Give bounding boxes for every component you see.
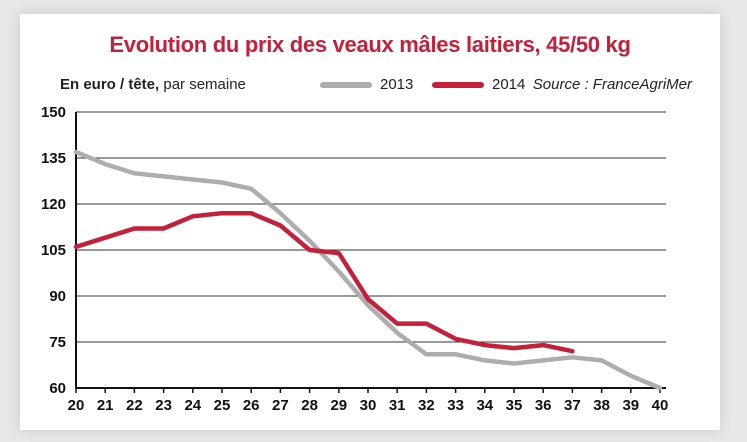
y-tick-label: 105	[41, 242, 66, 259]
x-tick-label: 33	[447, 397, 464, 414]
x-tick-label: 25	[214, 397, 231, 414]
x-tick-label: 30	[360, 397, 377, 414]
legend-label-2014: 2014	[492, 76, 526, 93]
x-tick-label: 26	[243, 397, 260, 414]
x-tick-label: 23	[155, 397, 172, 414]
x-tick-label: 40	[652, 397, 669, 414]
legend-item-2014: 2014	[432, 76, 525, 93]
y-tick-label: 120	[41, 196, 66, 213]
line-chart: 60 75 90 105 120 135 150 20 21 22 23 24 25 26 27 28 29 30…	[41, 104, 669, 414]
unit-label-bold: En euro / tête,	[60, 76, 160, 93]
series-line-2014	[73, 210, 575, 354]
unit-label: En euro / tête, par semaine	[60, 76, 246, 93]
legend-swatch-2014	[432, 81, 484, 88]
x-tick-label: 20	[68, 397, 85, 414]
x-tick-label: 21	[97, 397, 114, 414]
x-tick-label: 37	[564, 397, 581, 414]
x-tick-label: 36	[535, 397, 552, 414]
x-tick-label: 35	[506, 397, 523, 414]
x-tick-label: 34	[476, 397, 493, 414]
legend-swatch-2013	[320, 81, 372, 88]
legend-item-2013: 2013	[320, 76, 413, 93]
legend: En euro / tête, par semaine 2013 2014 So…	[60, 74, 700, 98]
chart-title: Evolution du prix des veaux mâles laitie…	[109, 32, 631, 57]
x-tick-label: 27	[272, 397, 289, 414]
y-tick-label: 60	[49, 380, 66, 397]
x-tick-label: 38	[593, 397, 610, 414]
y-tick-label: 150	[41, 104, 66, 121]
y-tick-label: 75	[49, 334, 66, 351]
x-tick-label: 29	[330, 397, 347, 414]
y-tick-label: 135	[41, 150, 66, 167]
legend-label-2013: 2013	[380, 76, 414, 93]
x-tick-label: 28	[301, 397, 318, 414]
x-tick-label: 22	[126, 397, 143, 414]
y-tick-label: 90	[49, 288, 66, 305]
chart-card: Evolution du prix des veaux mâles laitie…	[20, 14, 720, 430]
series-line-2013	[73, 149, 663, 391]
x-tick-label: 39	[622, 397, 639, 414]
x-tick-label: 24	[184, 397, 201, 414]
x-tick-label: 32	[418, 397, 435, 414]
unit-label-rest: par semaine	[159, 76, 246, 93]
x-tick-label: 31	[389, 397, 406, 414]
source-label: Source : FranceAgriMer	[532, 76, 692, 93]
